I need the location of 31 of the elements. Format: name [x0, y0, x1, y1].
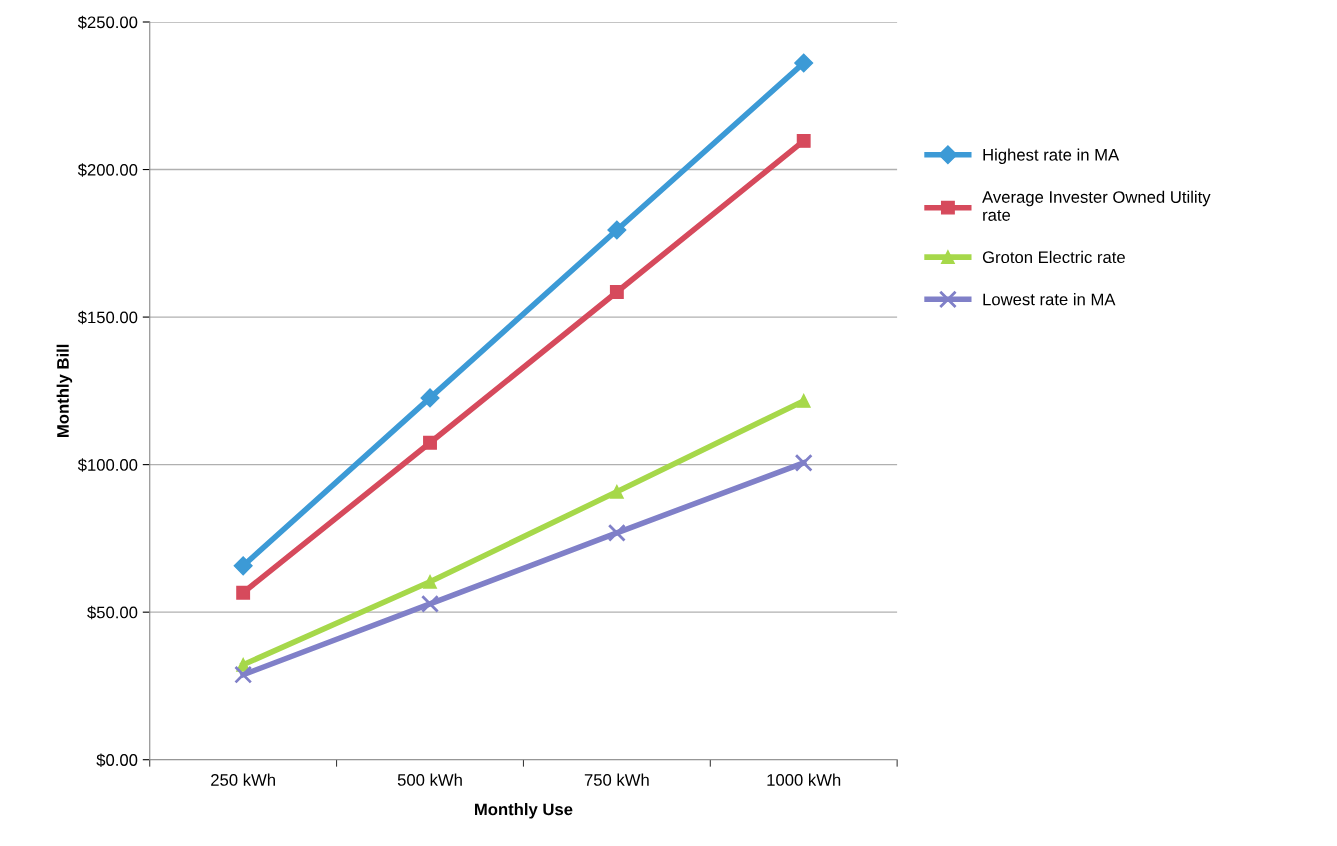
point	[423, 435, 437, 450]
point	[794, 53, 814, 73]
legend-label: Highest rate in MA	[983, 148, 1120, 165]
x-axis-title: Monthly Use	[475, 803, 573, 819]
y-tick-label: $200.00	[77, 163, 138, 177]
y-tick-label: $150.00	[77, 310, 138, 325]
point	[233, 556, 253, 576]
point	[796, 393, 811, 408]
point	[794, 453, 813, 472]
point	[234, 665, 253, 684]
y-tick-label: $100.00	[77, 458, 138, 472]
point	[236, 585, 251, 600]
legend-label: Groton Electric rate	[982, 250, 1125, 264]
point	[609, 285, 624, 299]
x-tick-label: 500 kWh	[397, 773, 462, 786]
legend-label: Lowest rate in MA	[983, 293, 1116, 306]
y-tick-label: $0.00	[96, 753, 138, 767]
y-axis-title: Monthly Bill	[56, 344, 73, 437]
point	[607, 220, 627, 240]
y-tick-label: $250.00	[77, 15, 138, 30]
x-tick-label: 750 kWh	[584, 773, 649, 786]
point	[420, 388, 440, 408]
point	[423, 574, 437, 589]
x-tick-label: 250 kWh	[211, 773, 275, 786]
point	[607, 523, 626, 542]
x-tick-label: 1000 kWh	[767, 773, 841, 786]
y-tick-label: $50.00	[87, 605, 138, 620]
point	[420, 594, 440, 613]
point	[796, 133, 811, 148]
point	[609, 484, 624, 499]
legend-label: Average Invester Owned Utility rate	[982, 190, 1211, 221]
